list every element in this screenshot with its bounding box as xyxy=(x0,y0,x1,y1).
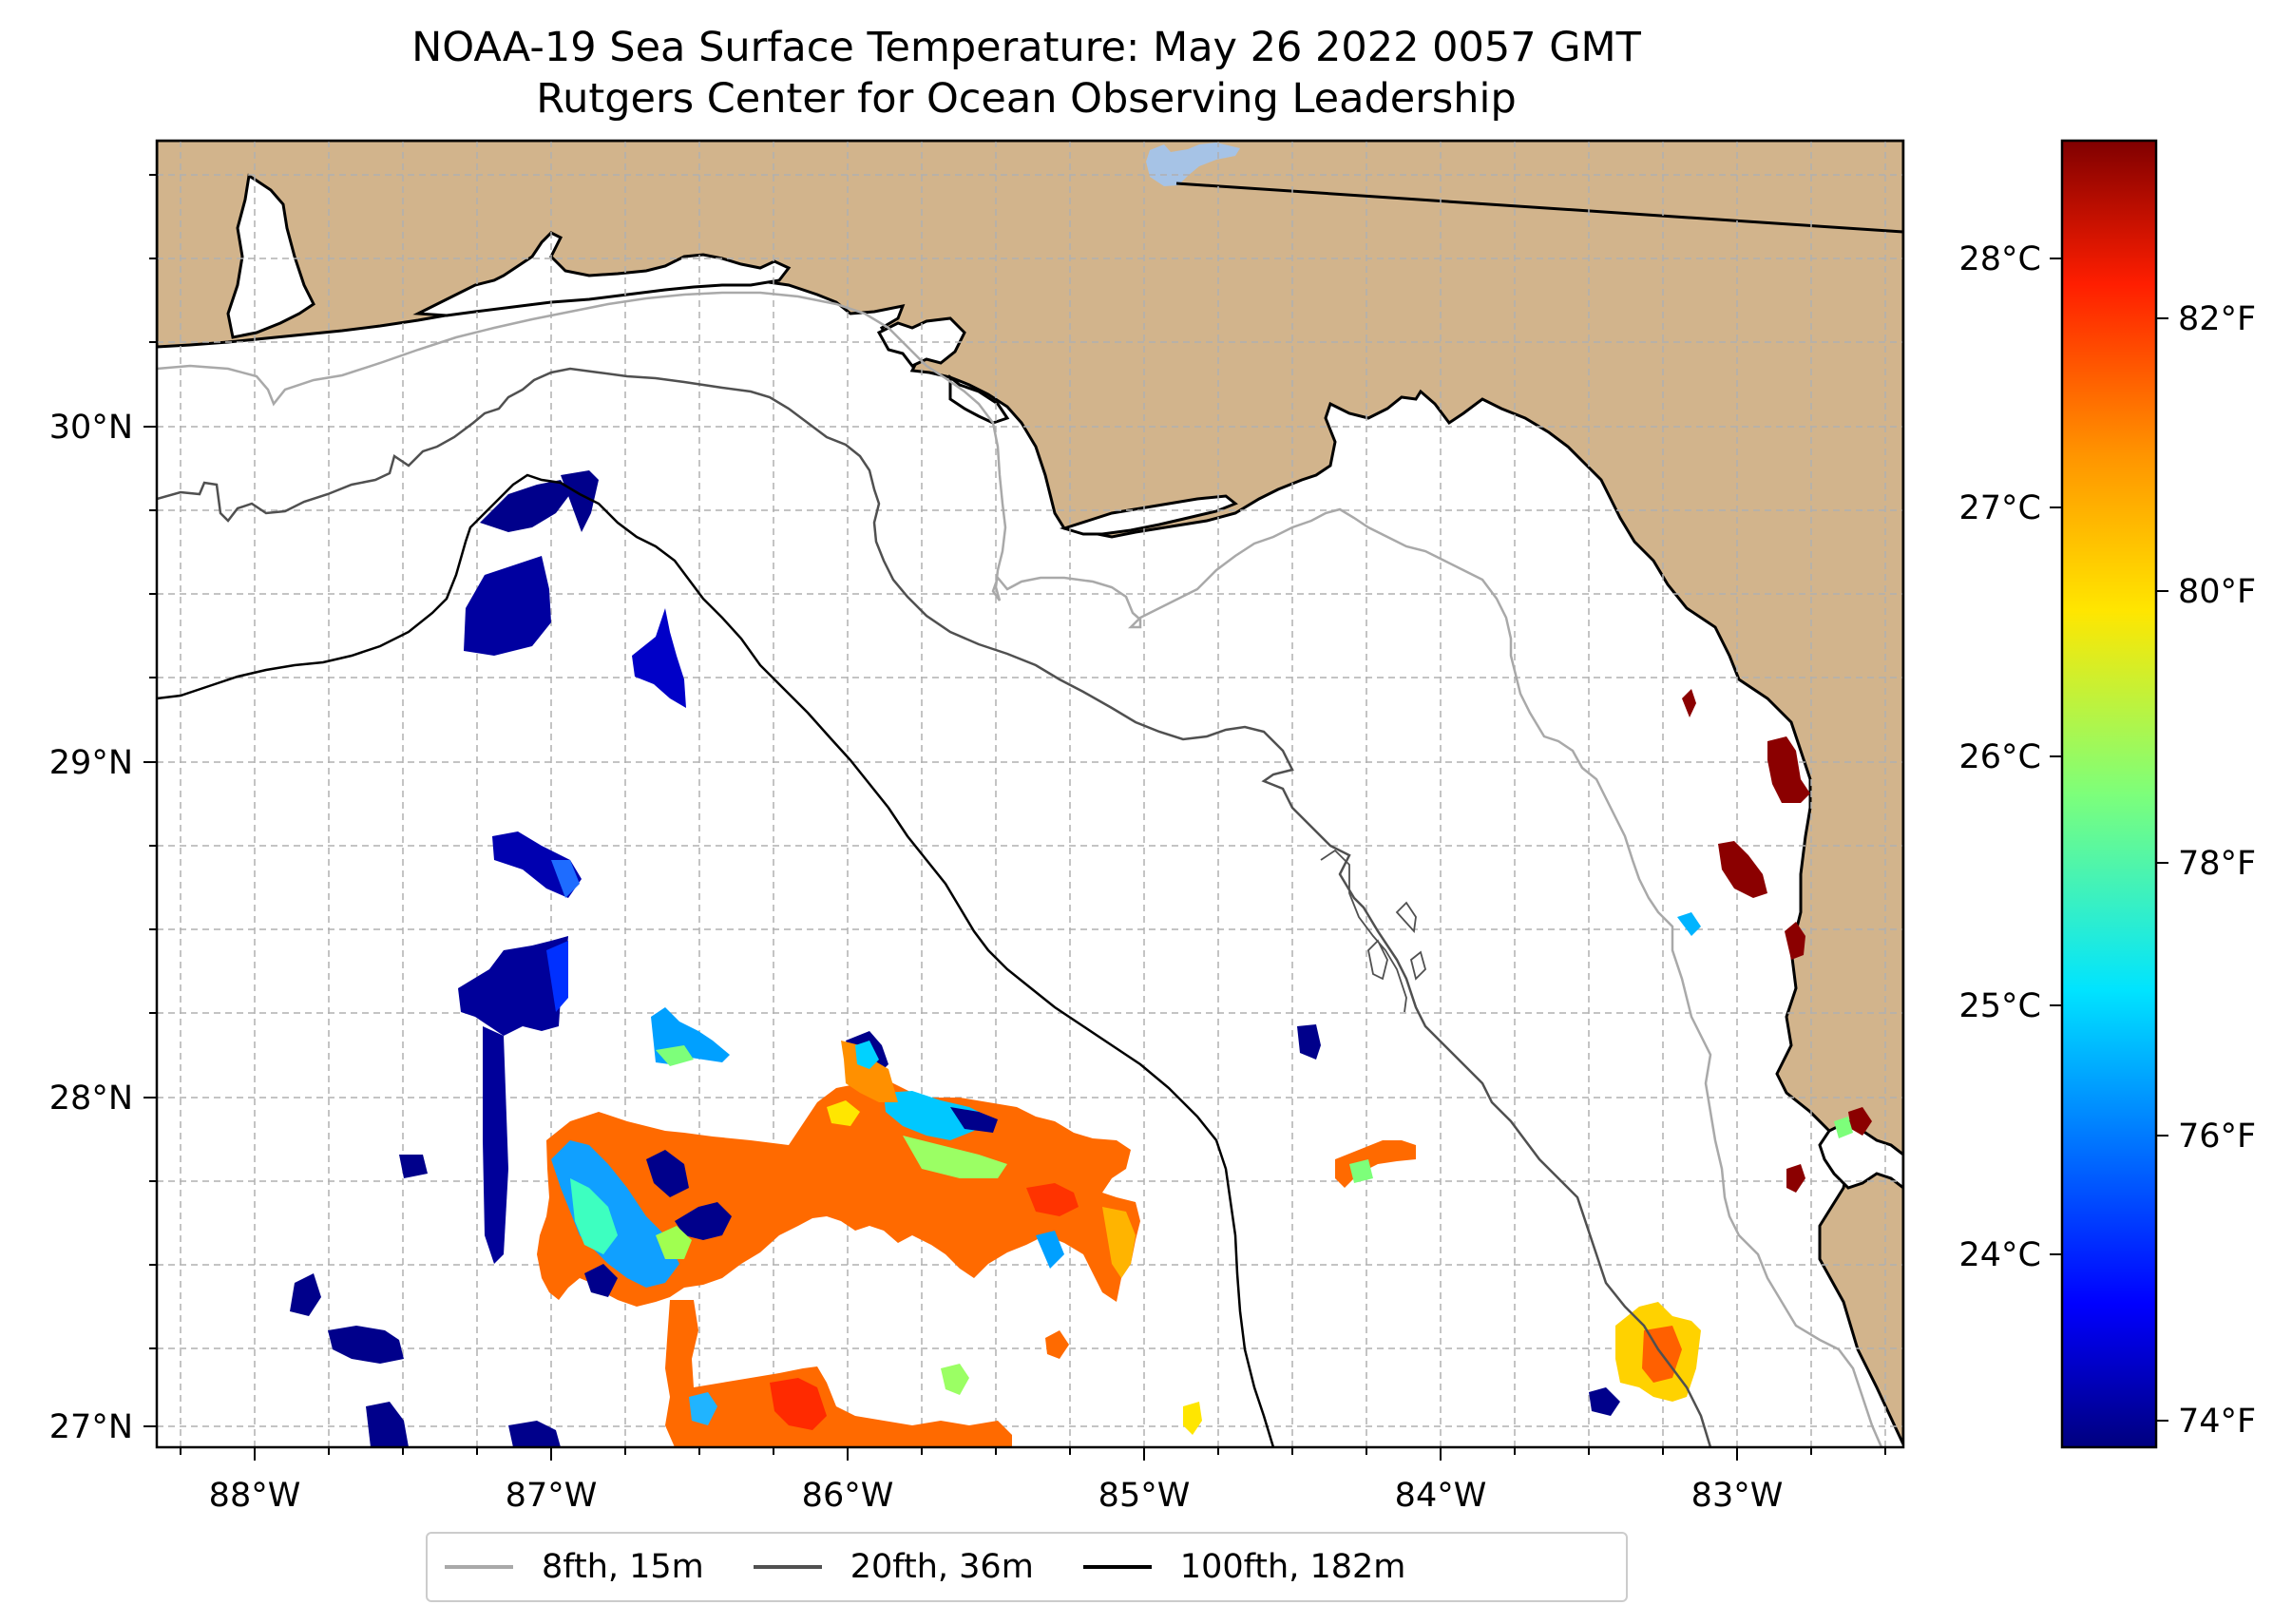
gridlines xyxy=(157,141,1903,1447)
colorbar-f-78: 78°F xyxy=(2178,845,2256,883)
mobile-bay xyxy=(226,173,315,339)
legend-swatch-8fth xyxy=(445,1565,513,1569)
colorbar-c-24: 24°C xyxy=(1959,1236,2041,1274)
legend-label-100fth: 100fth, 182m xyxy=(1179,1548,1406,1586)
st-andrews-bay xyxy=(948,373,1010,425)
pensacola-bay xyxy=(412,231,792,317)
map-area xyxy=(157,141,1903,1447)
state-border xyxy=(1175,182,1903,234)
legend-item-100fth: 100fth, 182m xyxy=(1082,1548,1406,1586)
axis-ticks xyxy=(143,174,1886,1461)
lat-label-28n: 28°N xyxy=(49,1079,133,1118)
legend-label-20fth: 20fth, 36m xyxy=(850,1548,1034,1586)
isobath-8fth xyxy=(157,291,1883,1447)
apalachicola-bay xyxy=(1059,494,1238,536)
colorbar-f-76: 76°F xyxy=(2178,1118,2256,1156)
legend-label-8fth: 8fth, 15m xyxy=(542,1548,704,1586)
isobath-20fth xyxy=(157,367,1712,1447)
colorbar-c-25: 25°C xyxy=(1959,987,2041,1025)
colorbar-f-80: 80°F xyxy=(2178,573,2256,611)
figure-title: NOAA-19 Sea Surface Temperature: May 26 … xyxy=(411,24,1641,71)
lon-label-86w: 86°W xyxy=(802,1477,894,1515)
lon-label-83w: 83°W xyxy=(1691,1477,1784,1515)
lon-label-84w: 84°W xyxy=(1395,1477,1487,1515)
lon-label-88w: 88°W xyxy=(209,1477,301,1515)
colorbar-c-27: 27°C xyxy=(1959,489,2041,527)
colorbar-c-26: 26°C xyxy=(1959,738,2041,776)
lat-label-27n: 27°N xyxy=(49,1408,133,1446)
legend-item-8fth: 8fth, 15m xyxy=(445,1548,704,1586)
legend-item-20fth: 20fth, 36m xyxy=(753,1548,1034,1586)
colorbar-f-82: 82°F xyxy=(2178,300,2256,338)
legend-swatch-20fth xyxy=(753,1565,822,1569)
colorbar-c-28: 28°C xyxy=(1959,240,2041,278)
lat-label-29n: 29°N xyxy=(49,744,133,782)
map-frame xyxy=(155,139,1905,1449)
lon-label-85w: 85°W xyxy=(1098,1477,1191,1515)
figure-subtitle: Rutgers Center for Ocean Observing Leade… xyxy=(536,75,1517,123)
colorbar xyxy=(2060,139,2158,1449)
lat-label-30n: 30°N xyxy=(49,409,133,447)
lon-label-87w: 87°W xyxy=(506,1477,598,1515)
colorbar-f-74: 74°F xyxy=(2178,1403,2256,1441)
reef-contours xyxy=(1320,849,1427,1013)
isobath-100fth xyxy=(157,473,1275,1447)
land-mass xyxy=(157,141,1903,1445)
colorbar-ticks xyxy=(2050,258,2168,1422)
lake xyxy=(1146,143,1240,186)
legend: 8fth, 15m 20fth, 36m 100fth, 182m xyxy=(426,1532,1628,1602)
legend-swatch-100fth xyxy=(1082,1565,1152,1569)
